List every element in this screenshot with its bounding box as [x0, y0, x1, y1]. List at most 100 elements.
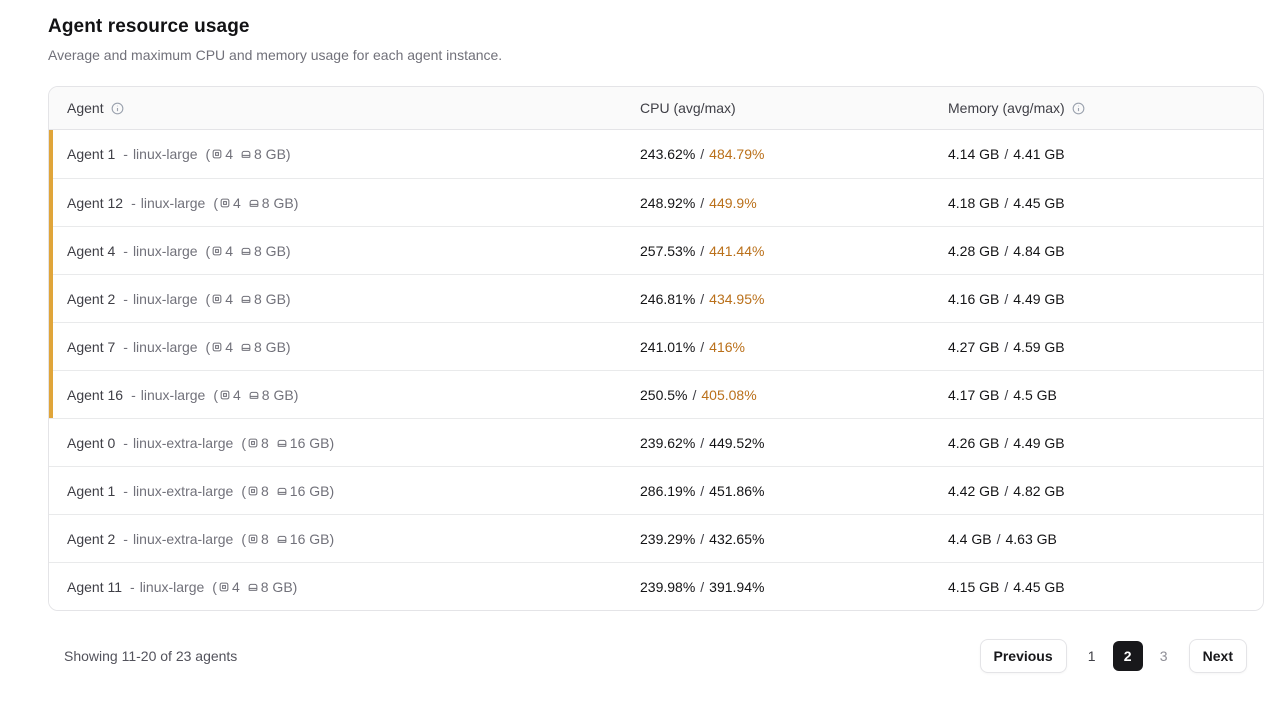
dash-separator: - — [123, 290, 128, 307]
agent-instance-type: - linux-large — [123, 146, 197, 162]
spec-close-paren: ) — [285, 338, 291, 355]
memory-size: 8 GB — [254, 290, 286, 307]
spec-close-paren: ) — [293, 386, 299, 403]
info-icon[interactable] — [110, 101, 125, 116]
spec-close-paren: ) — [285, 242, 291, 259]
agent-name: Agent 4 — [67, 242, 116, 259]
memory-size: 8 GB — [254, 242, 286, 259]
cpu-max-value: 449.9% — [709, 194, 757, 211]
dash-separator: - — [123, 482, 128, 499]
cpu-max-value: 441.44% — [709, 242, 765, 259]
memory-avg-value: 4.15 GB — [948, 578, 1000, 595]
cpu-max-value: 451.86% — [709, 482, 765, 499]
table-row: Agent 2 - linux-extra-large ( 8 16 GB ) — [49, 514, 1263, 562]
agent-cell: Agent 16 - linux-large ( 4 8 GB ) — [49, 387, 640, 403]
agent-cell: Agent 7 - linux-large ( 4 8 GB ) — [49, 339, 640, 355]
cpu-usage-cell: 239.62% / 449.52% — [640, 435, 948, 451]
memory-size: 8 GB — [254, 338, 286, 355]
memory-usage-cell: 4.14 GB / 4.41 GB — [948, 146, 1263, 162]
memory-max-value: 4.49 GB — [1013, 434, 1065, 451]
cpu-count: 8 — [260, 434, 269, 451]
slash-separator: / — [1004, 482, 1009, 499]
memory-avg-value: 4.42 GB — [948, 482, 1000, 499]
page-button-3[interactable]: 3 — [1149, 641, 1179, 671]
ram-icon — [249, 199, 259, 207]
cpu-chip-icon — [212, 246, 222, 255]
memory-usage-cell: 4.15 GB / 4.45 GB — [948, 579, 1263, 595]
previous-button[interactable]: Previous — [979, 639, 1067, 673]
spec-open-paren: ( — [205, 146, 211, 162]
memory-size: 16 GB — [289, 482, 330, 499]
next-button[interactable]: Next — [1188, 639, 1247, 673]
memory-usage-cell: 4.18 GB / 4.45 GB — [948, 195, 1263, 211]
cpu-chip-icon — [220, 198, 230, 207]
spec-open-paren: ( — [205, 290, 211, 307]
instance-type-label: linux-large — [140, 386, 206, 403]
agent-cell: Agent 1 - linux-extra-large ( 8 16 GB ) — [49, 483, 640, 499]
slash-separator: / — [1004, 338, 1009, 355]
instance-type-label: linux-extra-large — [132, 482, 234, 499]
memory-usage-cell: 4.17 GB / 4.5 GB — [948, 387, 1263, 403]
spec-open-paren: ( — [213, 194, 218, 211]
spec-open-paren: ( — [241, 434, 246, 451]
memory-size: 16 GB — [289, 530, 330, 547]
slash-separator: / — [996, 530, 1001, 547]
agent-cell: Agent 11 - linux-large ( 4 8 GB ) — [49, 579, 640, 595]
cpu-chip-icon — [219, 582, 229, 591]
table-row: Agent 2 - linux-large ( 4 8 GB ) — [49, 274, 1263, 322]
agent-spec: ( 4 8 GB ) — [206, 243, 291, 259]
cpu-max-value: 416% — [709, 338, 745, 355]
info-icon[interactable] — [1071, 101, 1086, 116]
memory-max-value: 4.84 GB — [1013, 242, 1065, 259]
memory-avg-value: 4.26 GB — [948, 434, 1000, 451]
agent-cell: Agent 1 - linux-large ( 4 8 GB ) — [49, 146, 640, 162]
cpu-avg-value: 257.53% — [640, 242, 696, 259]
table-row: Agent 11 - linux-large ( 4 8 GB ) — [49, 562, 1263, 610]
cpu-usage-cell: 241.01% / 416% — [640, 339, 948, 355]
instance-type-label: linux-large — [132, 338, 198, 355]
page-subtitle: Average and maximum CPU and memory usage… — [48, 47, 503, 63]
cpu-max-value: 434.95% — [709, 290, 765, 307]
dash-separator: - — [123, 242, 128, 259]
agent-name: Agent 2 — [67, 290, 116, 307]
table-row: Agent 12 - linux-large ( 4 8 GB ) — [49, 178, 1263, 226]
dash-separator: - — [123, 338, 128, 355]
page: Agent resource usage Average and maximum… — [48, 16, 1264, 673]
cpu-count: 4 — [233, 194, 241, 211]
slash-separator: / — [1004, 290, 1009, 307]
table-row: Agent 4 - linux-large ( 4 8 GB ) — [49, 226, 1263, 274]
instance-type-label: linux-large — [139, 578, 205, 595]
column-header-agent: Agent — [49, 100, 640, 116]
cpu-max-value: 405.08% — [701, 386, 757, 403]
memory-usage-cell: 4.42 GB / 4.82 GB — [948, 483, 1263, 499]
table-row: Agent 16 - linux-large ( 4 8 GB ) — [49, 370, 1263, 418]
page-button-1[interactable]: 1 — [1077, 641, 1107, 671]
page-title: Agent resource usage — [48, 16, 250, 37]
ram-icon — [241, 247, 251, 255]
ram-icon — [277, 535, 287, 543]
instance-type-label: linux-large — [132, 290, 198, 307]
slash-separator: / — [1004, 578, 1009, 595]
agent-spec: ( 4 8 GB ) — [213, 387, 298, 403]
agent-spec: ( 4 8 GB ) — [206, 146, 291, 162]
high-usage-indicator-bar — [49, 322, 53, 370]
agent-instance-type: - linux-extra-large — [123, 435, 233, 451]
memory-max-value: 4.5 GB — [1013, 386, 1057, 403]
slash-separator: / — [1004, 434, 1009, 451]
memory-avg-value: 4.14 GB — [948, 146, 1000, 162]
cpu-avg-value: 246.81% — [640, 290, 696, 307]
spec-open-paren: ( — [205, 242, 211, 259]
table-row: Agent 0 - linux-extra-large ( 8 16 GB ) — [49, 418, 1263, 466]
agent-spec: ( 4 8 GB ) — [206, 291, 291, 307]
spec-close-paren: ) — [285, 290, 291, 307]
ram-icon — [241, 295, 251, 303]
page-button-2[interactable]: 2 — [1112, 641, 1143, 671]
memory-usage-cell: 4.4 GB / 4.63 GB — [948, 531, 1263, 547]
spec-close-paren: ) — [293, 194, 299, 211]
agent-instance-type: - linux-large — [131, 387, 205, 403]
agent-spec: ( 8 16 GB ) — [241, 531, 334, 547]
slash-separator: / — [1004, 146, 1009, 162]
